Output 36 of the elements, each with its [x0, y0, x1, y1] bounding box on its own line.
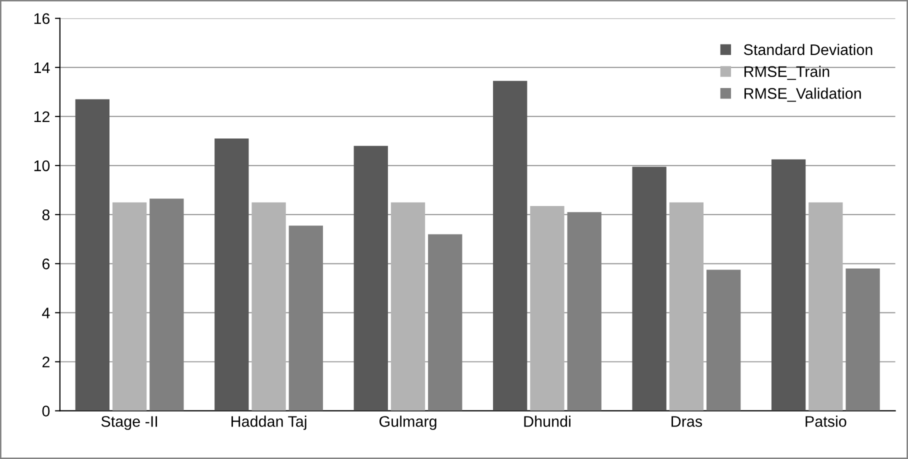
legend-label: Standard Deviation	[744, 44, 872, 56]
y-tick-label: 14	[34, 62, 50, 73]
bar	[252, 202, 286, 411]
y-tick-label: 4	[42, 308, 50, 318]
bar	[354, 146, 388, 411]
bar	[846, 268, 880, 411]
bar	[493, 80, 528, 411]
legend-label: RMSE_Train	[744, 66, 830, 80]
y-tick-label: 12	[34, 111, 50, 122]
bar	[530, 206, 564, 411]
bar	[428, 234, 462, 411]
bar	[112, 202, 147, 411]
y-tick-label: 10	[34, 160, 50, 172]
bar	[75, 99, 110, 411]
bar	[214, 138, 249, 411]
legend-label: RMSE_Validation	[744, 88, 861, 102]
bar	[632, 166, 666, 411]
y-tick-label: 2	[42, 356, 50, 368]
bar	[288, 226, 323, 411]
y-tick-label: 6	[42, 258, 50, 270]
y-tick-label: 0	[42, 406, 50, 416]
bar	[669, 202, 704, 411]
bar	[150, 198, 184, 411]
y-tick-label: 8	[42, 209, 50, 220]
x-tick-label: Patsio	[806, 416, 846, 427]
bar	[808, 202, 843, 411]
x-tick-label: Gulmarg	[379, 416, 436, 430]
x-tick-label: Dhundi	[524, 416, 570, 427]
bar	[567, 212, 602, 411]
x-tick-label: Haddan Taj	[232, 416, 306, 430]
bar	[771, 159, 806, 411]
x-tick-label: Stage -II	[101, 416, 158, 430]
bar	[390, 202, 426, 411]
bar	[706, 270, 741, 411]
y-tick-label: 16	[34, 13, 50, 24]
x-tick-label: Dras	[672, 416, 702, 427]
